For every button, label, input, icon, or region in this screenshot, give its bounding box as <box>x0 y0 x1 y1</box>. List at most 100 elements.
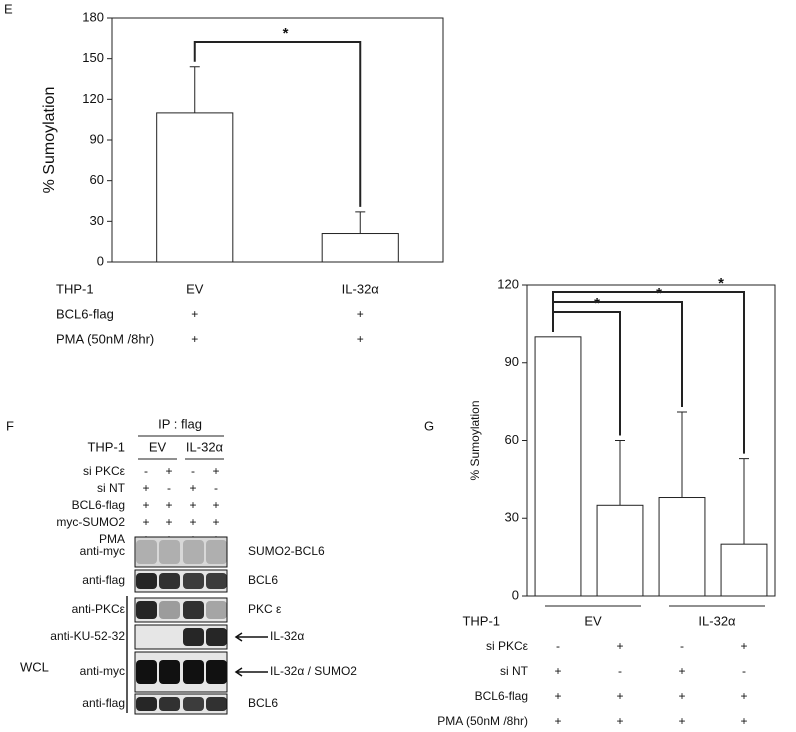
condition-sign: + <box>357 307 364 321</box>
blot-band <box>206 697 227 711</box>
y-tick-label: 60 <box>505 432 519 447</box>
significance-label: * <box>283 25 289 42</box>
error-bar <box>355 211 366 234</box>
group-row-label: THP-1 <box>87 439 125 454</box>
condition-label: PMA (50nM /8hr) <box>437 714 528 728</box>
blot-band <box>206 573 227 589</box>
significance-bracket <box>193 41 362 207</box>
category-label: THP-1 <box>56 281 94 296</box>
condition-sign: - <box>618 664 622 678</box>
antibody-label: anti-KU-52-32 <box>50 629 125 643</box>
ip-label: IP : flag <box>158 416 202 431</box>
condition-sign: - <box>742 664 746 678</box>
condition-sign: - <box>167 481 171 495</box>
y-tick-label: 150 <box>82 50 104 65</box>
condition-sign: + <box>142 498 149 512</box>
blot-band <box>136 573 157 589</box>
group-label: IL-32α <box>698 613 736 628</box>
blot-band <box>136 540 157 564</box>
condition-label: BCL6-flag <box>475 689 528 703</box>
blot-band <box>183 660 204 684</box>
condition-sign: + <box>191 307 198 321</box>
condition-sign: + <box>357 332 364 346</box>
group-label: EV <box>584 613 602 628</box>
condition-sign: - <box>556 639 560 653</box>
blot-band <box>136 660 157 684</box>
condition-label: PMA (50nM /8hr) <box>56 331 154 346</box>
condition-sign: + <box>142 515 149 529</box>
condition-sign: + <box>616 714 623 728</box>
category-label: THP-1 <box>462 613 500 628</box>
condition-sign: + <box>678 689 685 703</box>
bar <box>596 504 644 597</box>
arrow <box>234 667 268 677</box>
condition-label: myc-SUMO2 <box>56 515 125 529</box>
antibody-label: anti-flag <box>82 696 125 710</box>
blot-band <box>159 573 180 589</box>
bar <box>720 543 768 597</box>
error-bar <box>677 411 687 498</box>
condition-sign: + <box>212 515 219 529</box>
antibody-label: anti-myc <box>80 664 125 678</box>
condition-label: si NT <box>500 664 529 678</box>
condition-sign: + <box>616 689 623 703</box>
condition-label: PMA <box>99 532 125 546</box>
condition-sign: + <box>189 498 196 512</box>
y-tick-label: 0 <box>512 587 519 602</box>
blot-band <box>159 601 180 619</box>
condition-sign: + <box>554 714 561 728</box>
condition-sign: + <box>740 714 747 728</box>
y-tick-label: 90 <box>505 354 519 369</box>
y-tick-label: 30 <box>90 213 104 228</box>
bar <box>534 336 582 597</box>
y-tick-label: 180 <box>82 9 104 24</box>
group-label: EV <box>149 439 167 454</box>
target-label: BCL6 <box>248 573 278 587</box>
target-label: IL-32α / SUMO2 <box>270 664 357 678</box>
y-tick-label: 120 <box>497 276 519 291</box>
condition-sign: + <box>165 515 172 529</box>
antibody-label: anti-flag <box>82 573 125 587</box>
error-bar <box>189 66 200 113</box>
blot-band <box>183 628 204 646</box>
blot-band <box>183 601 204 619</box>
condition-label: si PKCε <box>83 464 126 478</box>
y-axis-label: % Sumoylation <box>41 87 58 194</box>
y-tick-label: 0 <box>97 253 104 268</box>
y-tick-label: 90 <box>90 131 104 146</box>
significance-label: * <box>594 295 600 312</box>
target-label: IL-32α <box>270 629 304 643</box>
blot-band <box>159 660 180 684</box>
condition-sign: + <box>212 464 219 478</box>
bar <box>156 112 234 263</box>
condition-sign: + <box>740 689 747 703</box>
condition-sign: + <box>554 689 561 703</box>
blot-band <box>159 540 180 564</box>
blot-band <box>136 601 157 619</box>
blot-band <box>183 697 204 711</box>
blot-band <box>206 540 227 564</box>
condition-sign: + <box>165 464 172 478</box>
target-label: SUMO2-BCL6 <box>248 544 325 558</box>
blot-band <box>206 660 227 684</box>
condition-label: si NT <box>97 481 126 495</box>
condition-sign: + <box>554 664 561 678</box>
antibody-label: anti-myc <box>80 544 125 558</box>
condition-sign: + <box>191 332 198 346</box>
condition-sign: - <box>191 464 195 478</box>
condition-sign: + <box>189 515 196 529</box>
condition-sign: + <box>165 498 172 512</box>
panel-label: E <box>4 1 13 16</box>
x-tick-label: EV <box>186 281 204 296</box>
blot-band <box>183 573 204 589</box>
blot-band <box>206 628 227 646</box>
error-bar <box>739 458 749 545</box>
y-tick-label: 30 <box>505 510 519 525</box>
target-label: BCL6 <box>248 696 278 710</box>
condition-sign: + <box>678 664 685 678</box>
panel-label: F <box>6 418 14 433</box>
significance-label: * <box>718 275 724 292</box>
condition-sign: + <box>616 639 623 653</box>
condition-sign: - <box>144 464 148 478</box>
